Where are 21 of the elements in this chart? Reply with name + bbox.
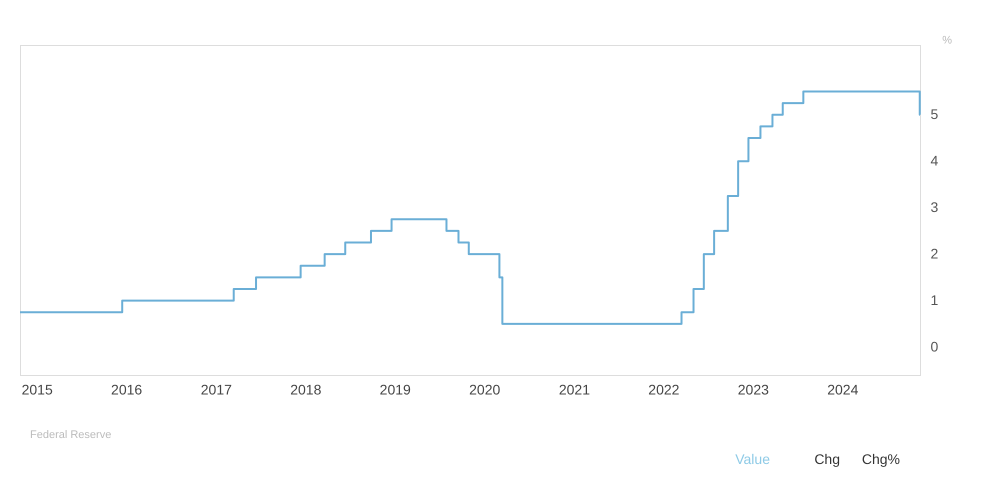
y-tick-label: 1 bbox=[930, 292, 938, 308]
x-tick-label: 2020 bbox=[469, 382, 500, 398]
text: Chg% bbox=[862, 451, 900, 467]
text: Value bbox=[735, 451, 770, 467]
y-tick-label: 2 bbox=[930, 246, 938, 262]
x-tick-label: 2017 bbox=[200, 382, 232, 398]
x-tick-label: 2016 bbox=[111, 382, 142, 398]
x-tick-label: 2018 bbox=[290, 382, 322, 398]
y-tick-label: 0 bbox=[930, 338, 938, 355]
x-tick-label: 2021 bbox=[558, 382, 590, 398]
x-tick-label: 2019 bbox=[380, 382, 412, 398]
text: Chg bbox=[814, 451, 840, 467]
y-tick-label: 4 bbox=[930, 152, 938, 169]
y-tick-label: 5 bbox=[930, 106, 938, 122]
x-tick-label: 2024 bbox=[827, 382, 859, 398]
y-axis-title: % bbox=[942, 34, 952, 46]
x-tick-label: 2015 bbox=[22, 382, 53, 398]
x-tick-label: 2022 bbox=[648, 382, 680, 398]
text: Federal Reserve bbox=[30, 429, 112, 441]
x-tick-label: 2023 bbox=[738, 382, 770, 398]
y-tick-label: 3 bbox=[930, 199, 938, 216]
